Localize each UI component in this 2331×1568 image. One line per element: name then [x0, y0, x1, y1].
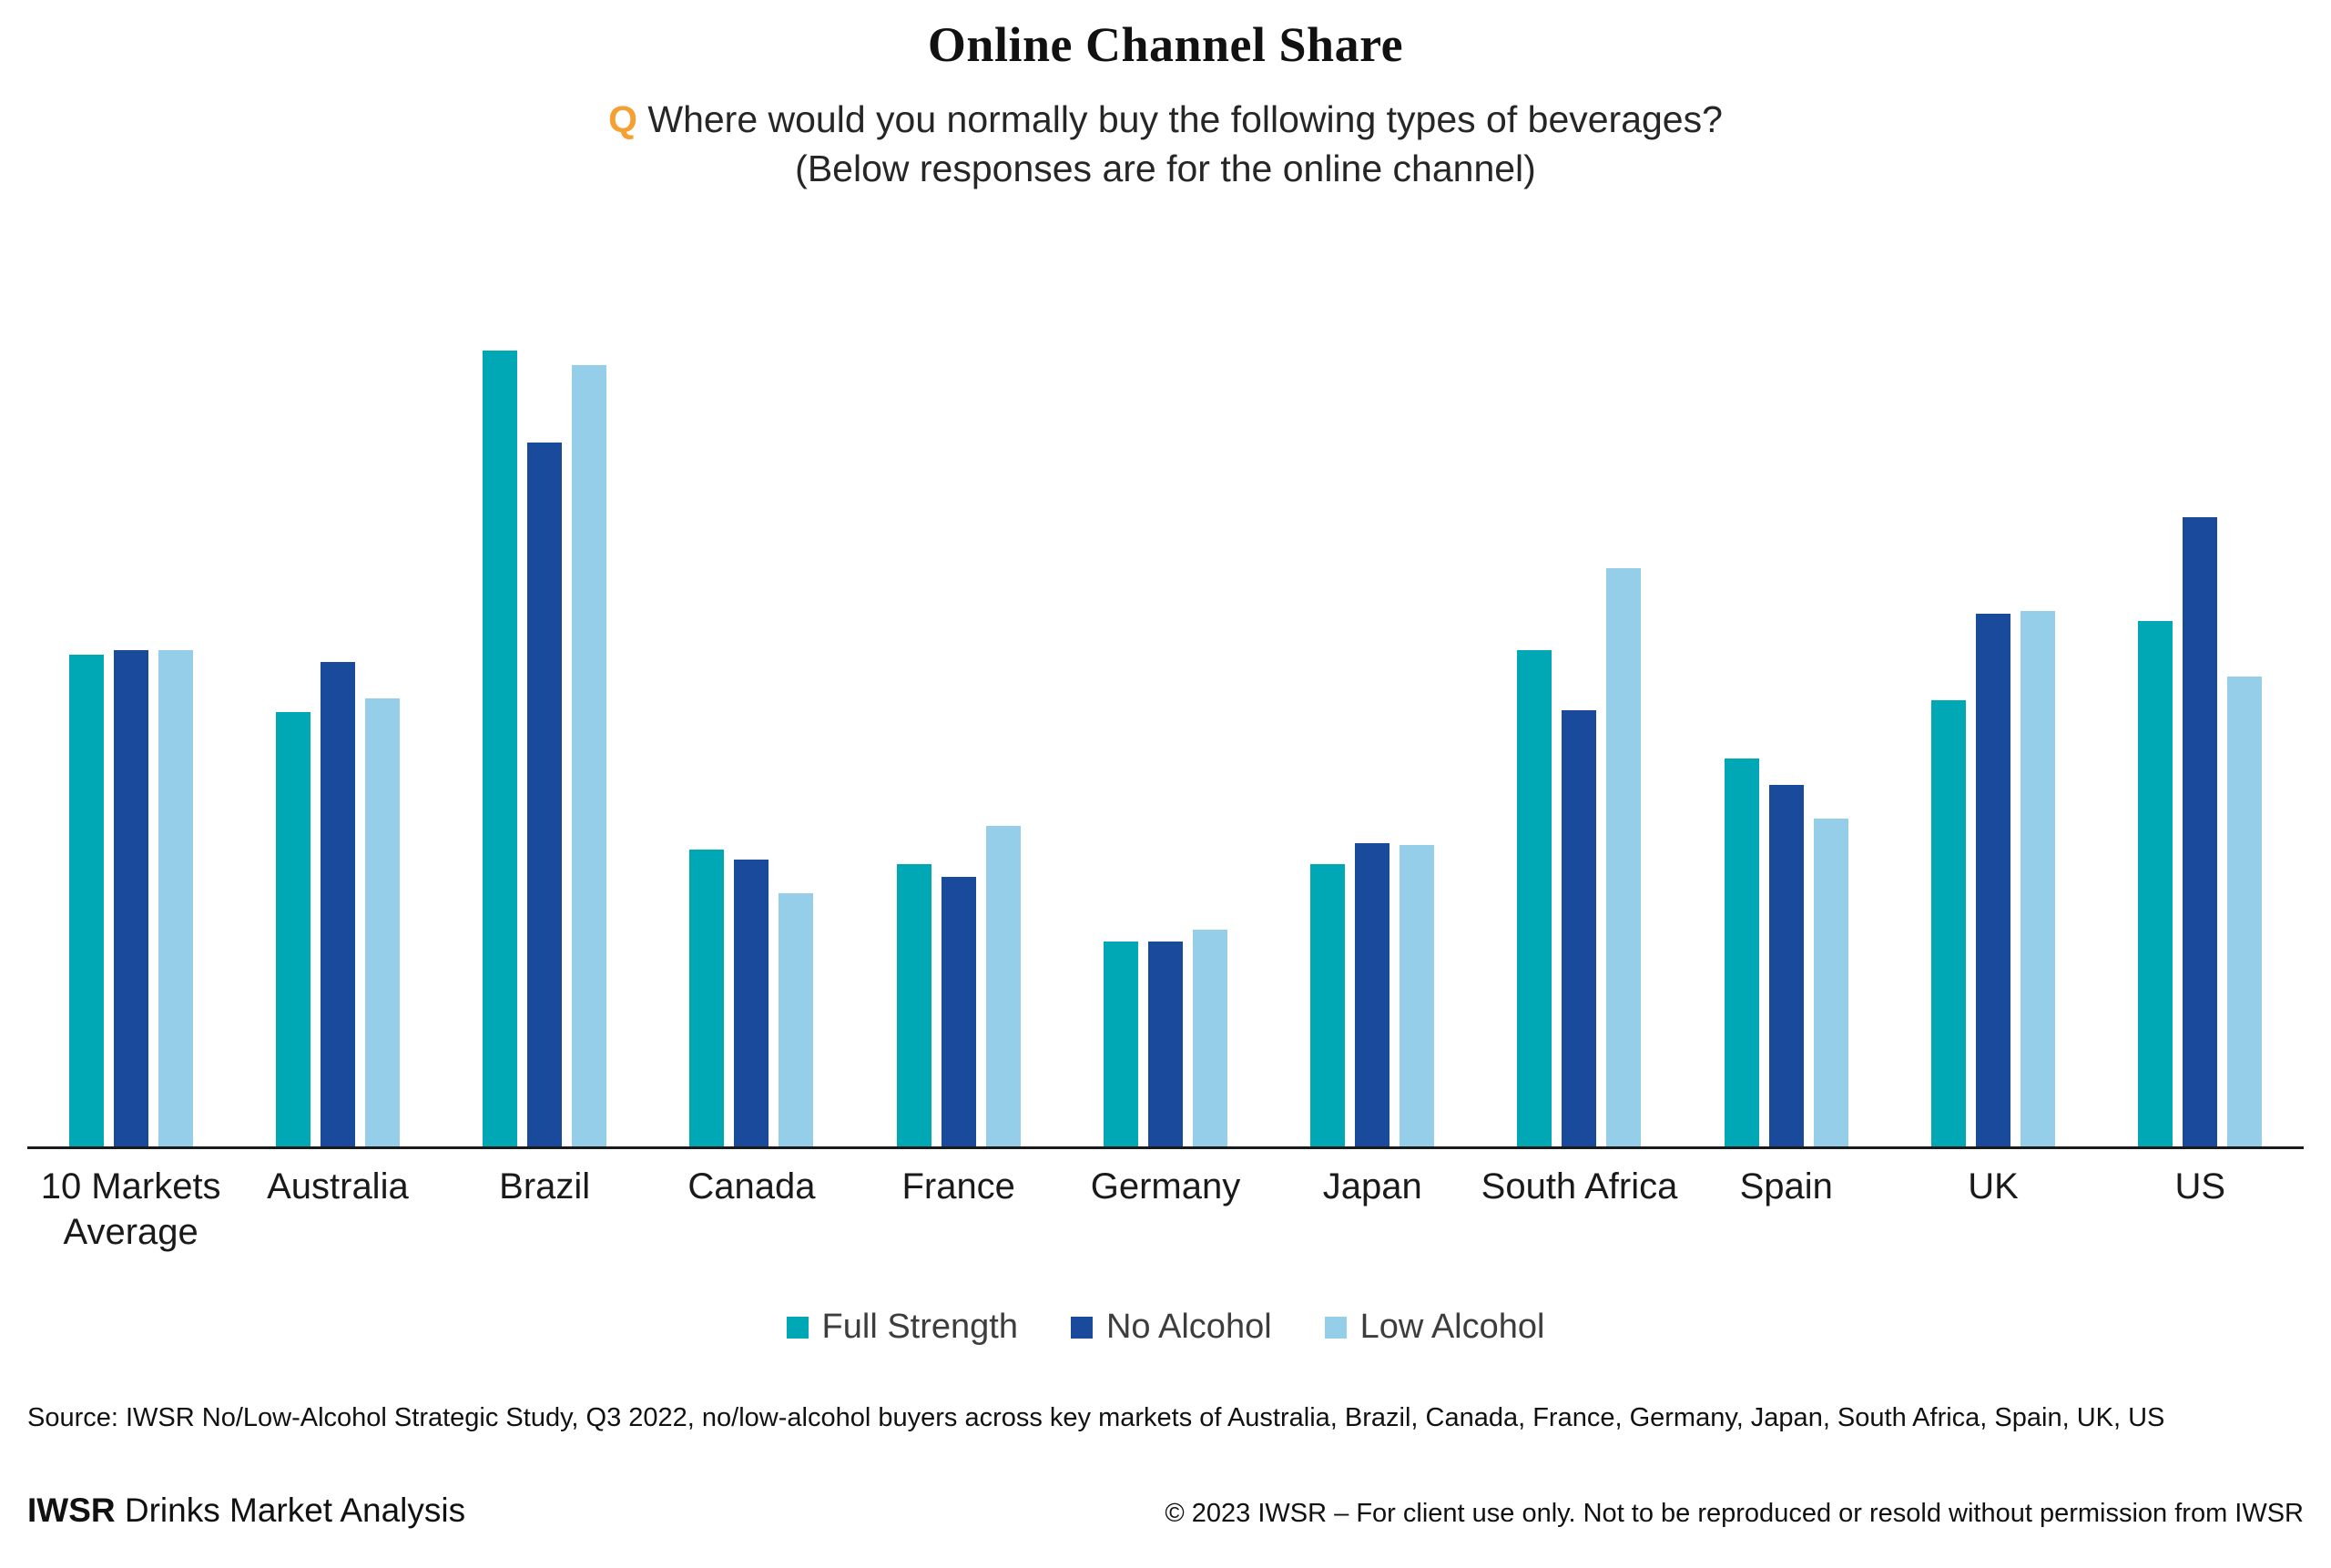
legend-item-low-alcohol: Low Alcohol: [1324, 1308, 1545, 1347]
bar-group-10-markets-average: [27, 302, 234, 1147]
bar-low-alcohol: [2021, 611, 2056, 1147]
bar-no-alcohol: [1768, 784, 1804, 1147]
bar-low-alcohol: [1400, 845, 1435, 1147]
bar-no-alcohol: [113, 649, 148, 1147]
bar-no-alcohol: [2183, 516, 2218, 1147]
bar-full-strength: [1724, 758, 1759, 1147]
chart-header: Online Channel Share Q Where would you n…: [0, 0, 2331, 193]
iwsr-brand: IWSR Drinks Market Analysis: [27, 1492, 465, 1530]
source-note: Source: IWSR No/Low-Alcohol Strategic St…: [27, 1403, 2165, 1433]
x-axis-label-text: Canada: [687, 1166, 816, 1207]
bar-group-australia: [234, 302, 441, 1147]
bar-no-alcohol: [1562, 709, 1597, 1147]
bar-group-us: [2097, 302, 2304, 1147]
bar-low-alcohol: [1606, 567, 1642, 1147]
plot-area: [27, 302, 2304, 1150]
subtitle-line-2: (Below responses are for the online chan…: [795, 148, 1536, 190]
subtitle-line-1: Q Where would you normally buy the follo…: [0, 95, 2331, 144]
bar-group-canada: [648, 302, 855, 1147]
legend-swatch-full-strength: [786, 1316, 809, 1339]
x-axis-label-canada: Canada: [648, 1164, 855, 1255]
iwsr-brand-rest: Drinks Market Analysis: [115, 1492, 466, 1529]
x-axis-label-us: US: [2097, 1164, 2304, 1255]
x-axis-label-spain: Spain: [1683, 1164, 1889, 1255]
x-axis-label-brazil: Brazil: [442, 1164, 648, 1255]
bar-chart: 10 Markets Average Australia Brazil Canada F…: [27, 302, 2304, 1255]
bar-full-strength: [1103, 942, 1138, 1147]
bar-no-alcohol: [1976, 613, 2011, 1147]
bar-full-strength: [1931, 700, 1967, 1147]
legend-item-no-alcohol: No Alcohol: [1070, 1308, 1272, 1347]
bar-no-alcohol: [734, 860, 769, 1147]
legend-item-full-strength: Full Strength: [786, 1308, 1018, 1347]
x-axis-label-text: Germany: [1090, 1166, 1241, 1207]
bar-no-alcohol: [941, 876, 976, 1147]
x-axis-label-text: South Africa: [1481, 1166, 1678, 1207]
page-footer: IWSR Drinks Market Analysis © 2023 IWSR …: [27, 1492, 2304, 1530]
x-axis-label-text: US: [2174, 1166, 2226, 1207]
x-axis-label-japan: Japan: [1269, 1164, 1476, 1255]
bar-full-strength: [2138, 620, 2173, 1147]
page-title: Online Channel Share: [927, 17, 1404, 72]
bar-group-spain: [1683, 302, 1889, 1147]
bar-no-alcohol: [320, 661, 355, 1147]
legend-swatch-no-alcohol: [1070, 1316, 1093, 1339]
x-axis-labels: 10 Markets Average Australia Brazil Canada F…: [27, 1164, 2304, 1255]
x-axis-label-australia: Australia: [234, 1164, 441, 1255]
bar-full-strength: [896, 864, 931, 1147]
chart-legend: Full Strength No Alcohol Low Alcohol: [0, 1308, 2331, 1347]
bar-group-japan: [1269, 302, 1476, 1147]
x-axis-label-text: Brazil: [499, 1166, 591, 1207]
bar-low-alcohol: [985, 825, 1021, 1147]
iwsr-brand-bold: IWSR: [27, 1492, 116, 1529]
bar-low-alcohol: [779, 893, 814, 1147]
bar-low-alcohol: [158, 649, 193, 1147]
bar-low-alcohol: [1813, 819, 1848, 1147]
bar-full-strength: [1310, 864, 1346, 1147]
x-axis-label-text: France: [901, 1166, 1015, 1207]
x-axis-label-text: Australia: [267, 1166, 409, 1207]
bar-low-alcohol: [2227, 676, 2263, 1147]
legend-label-full-strength: Full Strength: [821, 1308, 1018, 1347]
chart-subtitle: Q Where would you normally buy the follo…: [0, 95, 2331, 193]
bar-no-alcohol: [1355, 842, 1390, 1147]
bar-group-uk: [1889, 302, 2096, 1147]
subtitle-question-text: Where would you normally buy the followi…: [647, 98, 1723, 140]
bar-full-strength: [275, 712, 310, 1147]
bar-low-alcohol: [572, 365, 607, 1147]
x-axis-label-text: Japan: [1322, 1166, 1422, 1207]
x-axis-label-france: France: [855, 1164, 1062, 1255]
bar-group-germany: [1062, 302, 1268, 1147]
x-axis-label-text: Spain: [1739, 1166, 1833, 1207]
bar-low-alcohol: [364, 697, 400, 1147]
copyright-note: © 2023 IWSR – For client use only. Not t…: [1165, 1499, 2304, 1528]
bar-full-strength: [1517, 649, 1552, 1147]
x-axis-label-text: UK: [1968, 1166, 2019, 1207]
bar-low-alcohol: [1192, 929, 1227, 1147]
x-axis-label-south-africa: South Africa: [1476, 1164, 1683, 1255]
bar-full-strength: [68, 654, 104, 1147]
x-axis-label-germany: Germany: [1062, 1164, 1268, 1255]
bar-full-strength: [483, 351, 518, 1147]
legend-swatch-low-alcohol: [1324, 1316, 1347, 1339]
x-axis-label-10-markets-average: 10 Markets Average: [27, 1164, 234, 1255]
bar-no-alcohol: [1147, 942, 1183, 1147]
x-axis-label-text: 10 Markets Average: [40, 1166, 221, 1253]
x-axis-label-uk: UK: [1889, 1164, 2096, 1255]
bar-group-france: [855, 302, 1062, 1147]
bar-group-south-africa: [1476, 302, 1683, 1147]
question-marker: Q: [608, 98, 637, 140]
bar-no-alcohol: [527, 442, 563, 1147]
bar-group-brazil: [442, 302, 648, 1147]
bar-full-strength: [689, 850, 725, 1147]
legend-label-no-alcohol: No Alcohol: [1105, 1308, 1272, 1347]
legend-label-low-alcohol: Low Alcohol: [1359, 1308, 1545, 1347]
